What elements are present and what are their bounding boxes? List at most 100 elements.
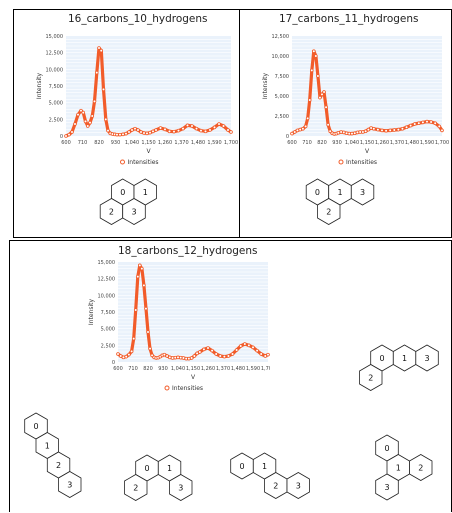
x-tick-label: 1,590 — [420, 140, 434, 146]
data-point — [151, 129, 155, 134]
data-point — [167, 129, 172, 134]
data-point — [73, 122, 77, 126]
data-point — [210, 348, 214, 353]
hexagon-ring — [350, 178, 375, 206]
data-point — [208, 128, 212, 132]
x-tick-label: 930 — [158, 366, 168, 372]
x-tick-label: 600 — [287, 140, 297, 146]
data-point — [303, 124, 308, 129]
y-tick-label: 10,000 — [272, 54, 290, 60]
data-point — [138, 263, 142, 268]
data-point — [318, 95, 322, 100]
ring-label: 1 — [143, 188, 148, 197]
chart-svg-2: 0 2,500 5,000 7,500 10,000 12,500 600 710 820 930… — [262, 34, 449, 166]
data-point — [316, 74, 320, 78]
y-tick-label: 7,500 — [275, 74, 289, 80]
ring-label: 2 — [273, 482, 278, 491]
hexagon-ring — [124, 474, 148, 501]
data-point — [136, 128, 140, 132]
data-point — [388, 128, 392, 133]
ring-label: 3 — [131, 208, 136, 217]
data-point — [290, 131, 294, 136]
data-point — [90, 114, 95, 118]
data-point — [139, 130, 143, 134]
ring-label: 2 — [109, 208, 114, 217]
data-point — [121, 132, 125, 137]
data-point — [88, 120, 92, 125]
data-point — [194, 126, 199, 131]
data-point — [148, 130, 152, 135]
x-tick-label: 1,370 — [216, 366, 230, 372]
y-tick-label: 5,000 — [101, 327, 115, 333]
ring-label: 1 — [167, 464, 172, 473]
data-point — [312, 49, 316, 54]
hexagon-ring — [415, 344, 439, 372]
data-point — [251, 345, 255, 350]
data-point — [70, 130, 74, 134]
x-tick-label: 600 — [61, 140, 71, 146]
data-point — [94, 70, 99, 75]
x-tick-label: 1,590 — [207, 140, 221, 146]
ring-label: 3 — [384, 483, 389, 492]
data-point — [322, 90, 326, 94]
molecule-diagrams-3: 0 1 3 2 0 1 2 3 0 1 2 3 0 1 2 3 0 1 2 3 — [24, 344, 439, 501]
data-point — [324, 105, 328, 109]
x-tick-label: 1,590 — [246, 366, 260, 372]
y-tick-label: 2,500 — [101, 343, 115, 349]
data-point — [203, 129, 208, 134]
hexagon-ring — [317, 198, 341, 225]
data-point — [165, 354, 169, 358]
data-point — [142, 283, 146, 288]
data-point — [400, 127, 405, 131]
data-point — [372, 127, 376, 131]
data-point — [309, 68, 314, 73]
hexagon-ring — [169, 474, 193, 501]
y-tick-label: 15,000 — [98, 260, 116, 266]
x-tick-label: 820 — [143, 366, 153, 372]
data-point — [172, 129, 176, 134]
x-tick-label: 1,480 — [191, 140, 205, 146]
data-point — [238, 344, 243, 348]
data-point — [118, 132, 122, 137]
x-axis-label: V — [365, 148, 370, 155]
ring-label: 3 — [424, 354, 429, 363]
data-point — [92, 99, 97, 104]
data-point — [437, 124, 442, 129]
data-point — [229, 130, 233, 134]
y-tick-label: 5,000 — [49, 101, 63, 107]
data-point — [199, 128, 203, 133]
data-point — [307, 98, 312, 102]
ring-label: 2 — [418, 464, 423, 473]
data-point — [421, 120, 425, 125]
y-tick-label: 5,000 — [275, 94, 289, 100]
data-point — [135, 274, 140, 279]
x-axis-label: V — [191, 374, 196, 381]
ring-label: 3 — [360, 188, 365, 197]
y-tick-label: 12,500 — [98, 277, 116, 283]
chart-panel-1: 16_carbons_10_hydrogens 0 2,500 5,000 7,500… — [13, 9, 240, 238]
data-point — [247, 343, 251, 348]
data-point — [266, 352, 270, 357]
ring-label: 1 — [262, 462, 267, 471]
data-point — [124, 131, 128, 136]
x-tick-label: 1,700 — [435, 140, 449, 146]
data-point — [103, 117, 108, 122]
data-point — [146, 330, 150, 334]
x-axis-label: V — [146, 148, 151, 155]
data-point — [301, 127, 305, 131]
legend-label: Intensities — [172, 385, 203, 392]
hexagon-ring — [409, 454, 433, 481]
data-point — [130, 128, 134, 132]
data-point — [133, 126, 137, 131]
data-point — [176, 128, 181, 133]
data-point — [185, 123, 190, 128]
data-point — [429, 120, 433, 124]
data-point — [326, 123, 330, 127]
data-point — [64, 134, 68, 138]
x-tick-label: 1,370 — [390, 140, 404, 146]
data-point — [140, 266, 144, 271]
chart-title: 16_carbons_10_hydrogens — [68, 13, 208, 25]
y-tick-label: 2,500 — [49, 117, 63, 123]
data-point — [404, 125, 409, 129]
y-tick-label: 15,000 — [46, 34, 64, 40]
